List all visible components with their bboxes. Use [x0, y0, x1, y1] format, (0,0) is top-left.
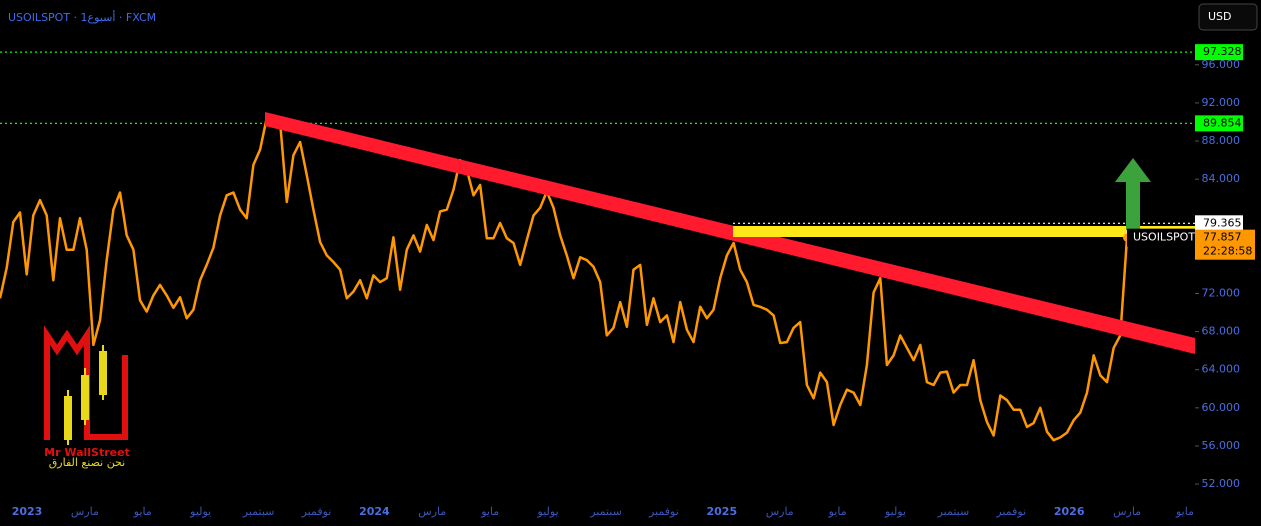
up-arrow [1115, 158, 1151, 230]
x-tick-label: 2025 [706, 505, 737, 518]
resistance-zone [733, 226, 1195, 237]
x-tick-label: مارس [1113, 505, 1141, 518]
y-tick-label: 72.000 [1202, 286, 1241, 299]
x-tick-label: مايو [1175, 505, 1194, 518]
x-tick-label: 2023 [12, 505, 43, 518]
x-tick-label: يوليو [189, 505, 211, 518]
last-price-box [1195, 229, 1255, 260]
currency-label[interactable]: USD [1208, 10, 1232, 23]
x-tick-label: سبتمبر [242, 505, 275, 518]
y-tick-label: 64.000 [1202, 363, 1241, 376]
y-tick-label: 92.000 [1202, 96, 1241, 109]
x-tick-label: 2026 [1054, 505, 1085, 518]
logo-name: Mr WallStreet [44, 446, 130, 459]
x-tick-label: مارس [766, 505, 794, 518]
y-tick-label: 56.000 [1202, 439, 1241, 452]
currency-button[interactable] [1198, 3, 1258, 31]
price-label: 89.854 [1203, 116, 1242, 129]
y-tick-label: 60.000 [1202, 401, 1241, 414]
x-tick-label: سبتمبر [589, 505, 622, 518]
price-label-box [1195, 44, 1243, 61]
y-tick-label: 84.000 [1202, 172, 1241, 185]
trend-line [265, 112, 1195, 354]
last-time: 22:28:58 [1203, 245, 1252, 258]
x-tick-label: مارس [418, 505, 446, 518]
logo: Mr WallStreet نحن نصنع الفارق [44, 325, 130, 469]
chart-title: USOILSPOT · 1أسبوع · FXCM [8, 10, 156, 24]
price-label-box [1195, 215, 1243, 232]
x-tick-label: 2024 [359, 505, 390, 518]
series-name: USOILSPOT [1133, 231, 1195, 244]
x-tick-label: مارس [71, 505, 99, 518]
plot-area [0, 51, 1199, 485]
x-tick-label: مايو [133, 505, 152, 518]
x-tick-label: مايو [828, 505, 847, 518]
price-label: 79.365 [1203, 216, 1242, 229]
x-tick-label: يوليو [884, 505, 906, 518]
x-tick-label: نوفمبر [648, 505, 679, 518]
x-tick-label: مايو [480, 505, 499, 518]
y-tick-label: 68.000 [1202, 325, 1241, 338]
logo-tagline: نحن نصنع الفارق [49, 456, 125, 469]
price-label: 97.328 [1203, 45, 1242, 58]
x-tick-label: نوفمبر [995, 505, 1026, 518]
y-tick-label: 96.000 [1202, 58, 1241, 71]
last-price: 77.857 [1203, 231, 1242, 244]
price-label-box [1195, 115, 1243, 132]
series-name-box [1127, 228, 1195, 247]
y-tick-label: 52.000 [1202, 477, 1241, 490]
y-tick-label: 88.000 [1202, 134, 1241, 147]
price-line-series [0, 116, 1129, 442]
x-tick-label: يوليو [537, 505, 559, 518]
x-tick-label: سبتمبر [937, 505, 970, 518]
x-tick-label: نوفمبر [301, 505, 332, 518]
